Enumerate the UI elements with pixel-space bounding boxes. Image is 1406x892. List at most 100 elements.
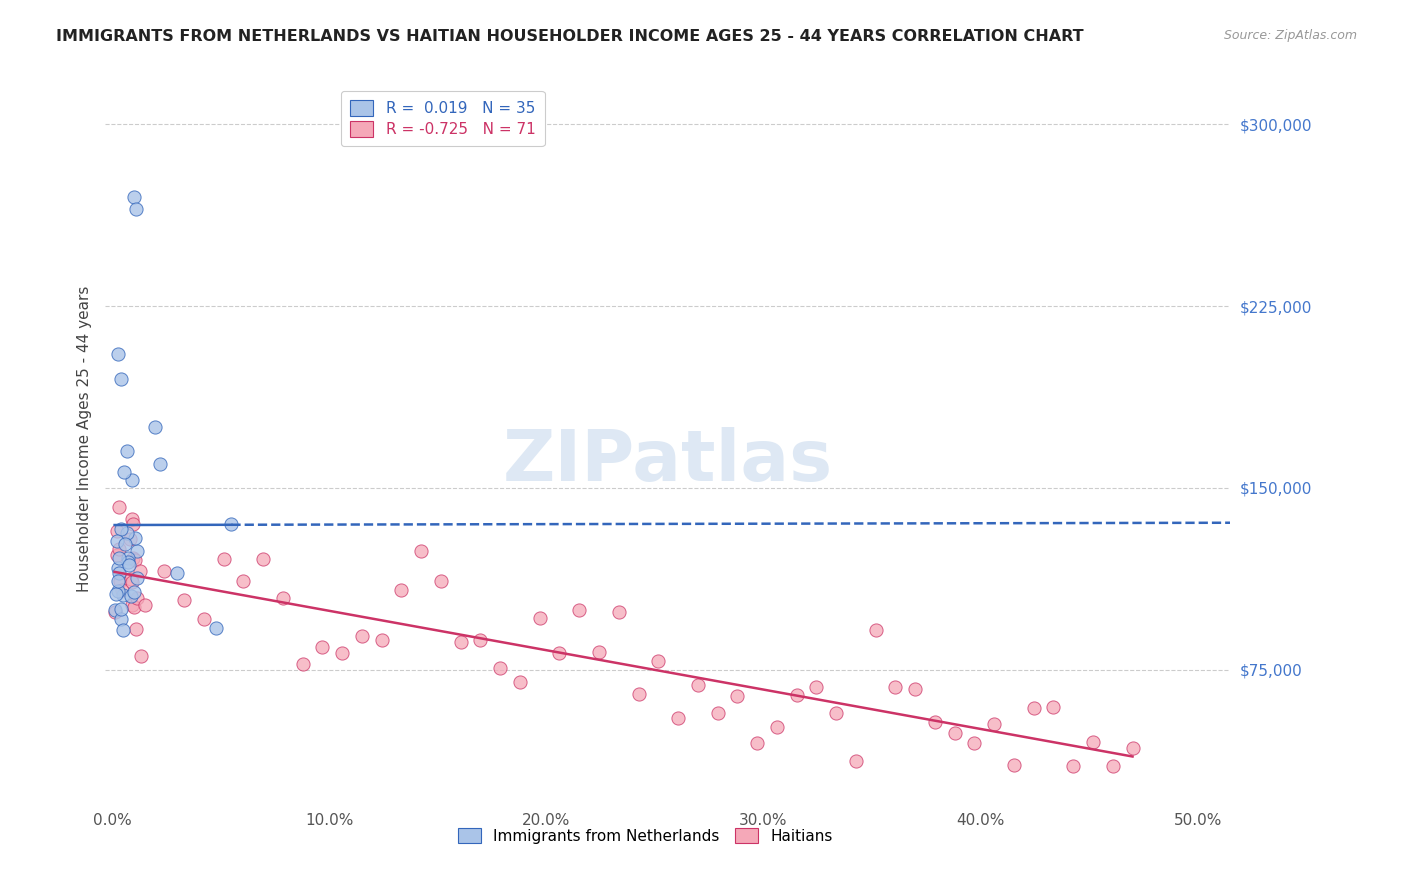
- Point: [193, 612, 215, 626]
- Point: [806, 680, 828, 694]
- Point: [120, 589, 142, 603]
- Point: [686, 678, 709, 692]
- Point: [105, 548, 128, 562]
- Point: [271, 591, 294, 605]
- Point: [124, 600, 146, 615]
- Point: [350, 628, 373, 642]
- Point: [108, 574, 131, 588]
- Point: [122, 190, 145, 204]
- Point: [134, 598, 156, 612]
- Point: [121, 473, 143, 487]
- Point: [108, 566, 131, 580]
- Point: [120, 572, 142, 586]
- Point: [122, 550, 145, 565]
- Point: [127, 591, 149, 605]
- Text: IMMIGRANTS FROM NETHERLANDS VS HAITIAN HOUSEHOLDER INCOME AGES 25 - 44 YEARS COR: IMMIGRANTS FROM NETHERLANDS VS HAITIAN H…: [56, 29, 1084, 44]
- Point: [122, 517, 145, 532]
- Point: [107, 551, 129, 566]
- Point: [114, 537, 136, 551]
- Point: [121, 574, 143, 589]
- Point: [666, 711, 689, 725]
- Point: [232, 574, 254, 588]
- Point: [411, 544, 433, 558]
- Point: [125, 202, 148, 216]
- Point: [104, 605, 127, 619]
- Point: [107, 561, 129, 575]
- Point: [529, 610, 551, 624]
- Point: [149, 457, 172, 471]
- Point: [121, 512, 143, 526]
- Point: [127, 572, 149, 586]
- Point: [125, 622, 148, 636]
- Point: [145, 420, 167, 434]
- Point: [110, 582, 132, 597]
- Point: [865, 623, 887, 637]
- Point: [489, 661, 512, 675]
- Point: [568, 603, 591, 617]
- Point: [118, 532, 141, 546]
- Point: [627, 687, 650, 701]
- Point: [963, 736, 986, 750]
- Point: [252, 552, 274, 566]
- Point: [115, 525, 138, 540]
- Point: [1101, 759, 1123, 773]
- Point: [391, 582, 413, 597]
- Point: [205, 621, 228, 635]
- Point: [745, 736, 768, 750]
- Point: [509, 674, 531, 689]
- Point: [108, 541, 131, 556]
- Point: [430, 574, 453, 588]
- Point: [124, 553, 146, 567]
- Point: [904, 682, 927, 697]
- Point: [107, 347, 129, 361]
- Point: [117, 555, 139, 569]
- Point: [1042, 700, 1064, 714]
- Point: [725, 690, 748, 704]
- Point: [884, 680, 907, 694]
- Point: [125, 544, 148, 558]
- Point: [311, 640, 333, 654]
- Text: Source: ZipAtlas.com: Source: ZipAtlas.com: [1223, 29, 1357, 42]
- Point: [1081, 734, 1104, 748]
- Point: [1062, 759, 1084, 773]
- Point: [117, 551, 139, 566]
- Point: [607, 605, 630, 619]
- Point: [104, 603, 127, 617]
- Point: [111, 623, 134, 637]
- Point: [548, 646, 571, 660]
- Point: [124, 531, 146, 545]
- Point: [105, 524, 128, 538]
- Point: [786, 688, 808, 702]
- Point: [943, 725, 966, 739]
- Point: [129, 648, 152, 663]
- Point: [212, 552, 235, 566]
- Text: ZIPatlas: ZIPatlas: [503, 426, 832, 496]
- Point: [112, 589, 135, 603]
- Point: [370, 633, 392, 648]
- Point: [114, 465, 136, 479]
- Point: [107, 500, 129, 514]
- Point: [450, 634, 472, 648]
- Point: [330, 646, 353, 660]
- Point: [153, 564, 176, 578]
- Point: [110, 611, 132, 625]
- Point: [121, 598, 143, 612]
- Point: [221, 517, 243, 532]
- Point: [706, 706, 728, 720]
- Point: [104, 587, 127, 601]
- Point: [924, 714, 946, 729]
- Point: [107, 533, 129, 548]
- Legend: Immigrants from Netherlands, Haitians: Immigrants from Netherlands, Haitians: [453, 822, 838, 850]
- Point: [470, 633, 492, 648]
- Point: [825, 706, 848, 721]
- Y-axis label: Householder Income Ages 25 - 44 years: Householder Income Ages 25 - 44 years: [76, 286, 91, 592]
- Point: [110, 602, 132, 616]
- Point: [983, 716, 1005, 731]
- Point: [128, 564, 150, 578]
- Point: [766, 720, 789, 734]
- Point: [647, 654, 669, 668]
- Point: [122, 585, 145, 599]
- Point: [110, 522, 132, 536]
- Point: [173, 593, 195, 607]
- Point: [588, 645, 610, 659]
